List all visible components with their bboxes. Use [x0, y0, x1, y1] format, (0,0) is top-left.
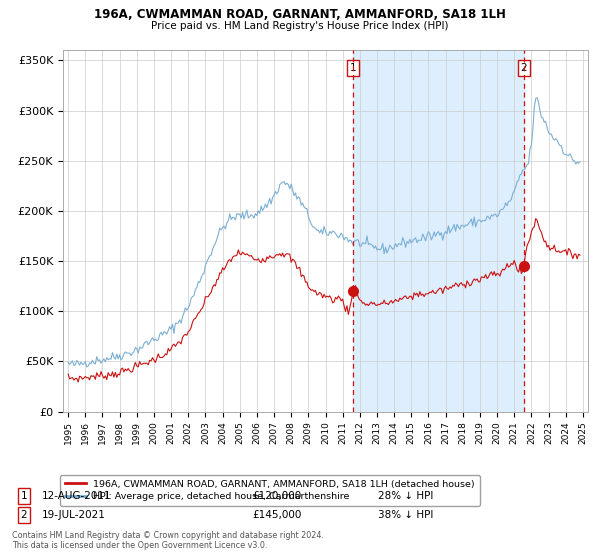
Text: 38% ↓ HPI: 38% ↓ HPI	[378, 510, 433, 520]
Text: 2: 2	[20, 510, 28, 520]
Text: 12-AUG-2011: 12-AUG-2011	[42, 491, 112, 501]
Text: 19-JUL-2021: 19-JUL-2021	[42, 510, 106, 520]
Text: £120,000: £120,000	[252, 491, 301, 501]
Text: 196A, CWMAMMAN ROAD, GARNANT, AMMANFORD, SA18 1LH: 196A, CWMAMMAN ROAD, GARNANT, AMMANFORD,…	[94, 8, 506, 21]
Text: £145,000: £145,000	[252, 510, 301, 520]
Bar	[353, 50, 524, 412]
Text: 28% ↓ HPI: 28% ↓ HPI	[378, 491, 433, 501]
Text: 1: 1	[20, 491, 28, 501]
Text: Price paid vs. HM Land Registry's House Price Index (HPI): Price paid vs. HM Land Registry's House …	[151, 21, 449, 31]
Text: 2: 2	[520, 63, 527, 73]
Text: Contains HM Land Registry data © Crown copyright and database right 2024.
This d: Contains HM Land Registry data © Crown c…	[12, 530, 324, 550]
Text: 1: 1	[350, 63, 356, 73]
Legend: 196A, CWMAMMAN ROAD, GARNANT, AMMANFORD, SA18 1LH (detached house), HPI: Average: 196A, CWMAMMAN ROAD, GARNANT, AMMANFORD,…	[61, 475, 480, 506]
